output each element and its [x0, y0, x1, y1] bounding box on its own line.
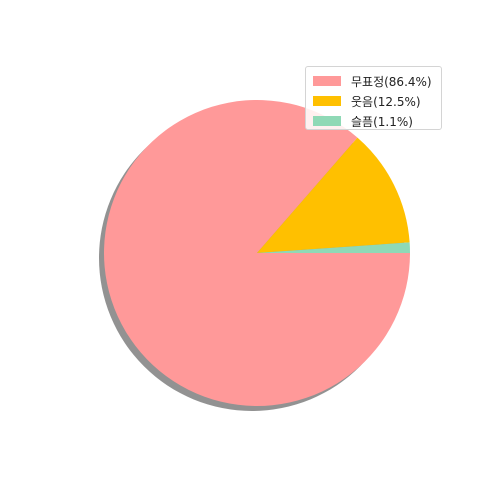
legend-item-sad: 슬픔(1.1%) — [312, 111, 435, 131]
legend-label-sad: 슬픔(1.1%) — [351, 114, 413, 129]
legend-swatch-smile — [313, 96, 341, 106]
legend: 무표정(86.4%) 웃음(12.5%) 슬픔(1.1%) — [305, 66, 442, 130]
legend-item-smile: 웃음(12.5%) — [312, 91, 435, 111]
legend-swatch-sad — [313, 116, 341, 126]
pie-slice-sad — [257, 242, 410, 253]
legend-label-neutral: 무표정(86.4%) — [351, 74, 432, 89]
legend-label-smile: 웃음(12.5%) — [351, 94, 421, 109]
pie-slice-smile — [257, 137, 410, 253]
pie-slices — [104, 99, 411, 407]
legend-swatch-neutral — [313, 76, 341, 86]
legend-item-neutral: 무표정(86.4%) — [312, 71, 435, 91]
